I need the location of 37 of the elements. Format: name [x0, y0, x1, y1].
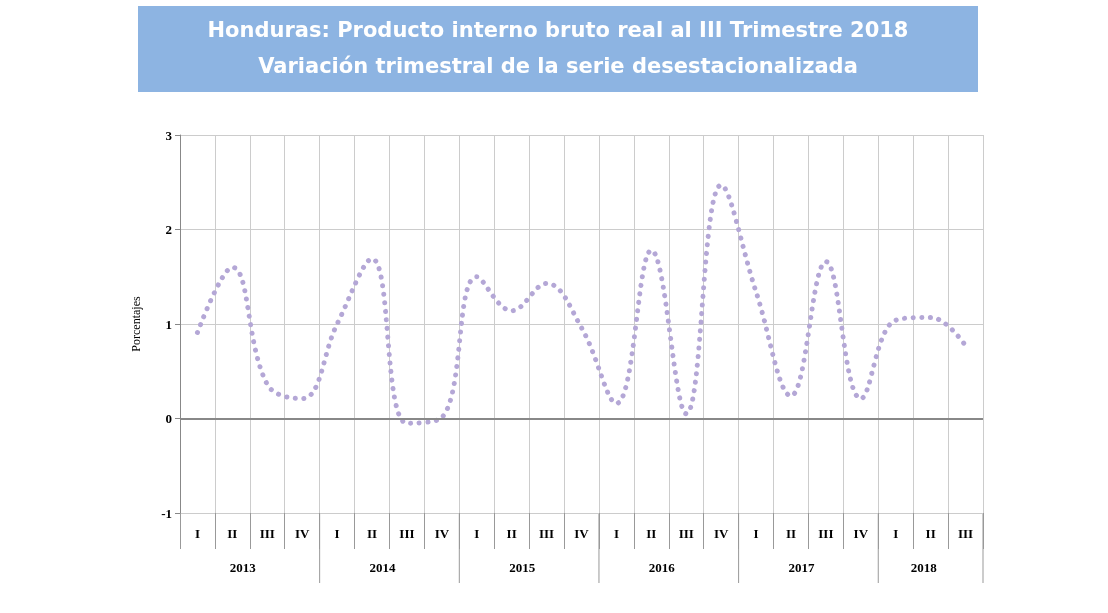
y-tick-label: 0 — [165, 411, 172, 426]
x-tick-label: II — [785, 526, 797, 541]
x-tick-label: II — [925, 526, 936, 541]
x-tick-label: II — [227, 526, 238, 541]
x-tick-label: III — [957, 526, 974, 541]
x-tick-label: I — [194, 526, 200, 541]
text: 2017 — [788, 560, 815, 575]
x-tick-label: III — [399, 526, 415, 541]
text: 2013 — [229, 560, 257, 575]
y-axis-title: Porcentajes — [129, 296, 143, 352]
x-tick-label: IV — [574, 526, 590, 541]
x-tick-label: IV — [713, 526, 729, 541]
text: 2016 — [648, 560, 676, 575]
x-tick-label: I — [753, 526, 759, 541]
y-tick-label: 2 — [165, 222, 172, 237]
x-tick-label: III — [818, 526, 834, 541]
x-tick-label: III — [538, 526, 555, 541]
text: 2018 — [910, 560, 938, 575]
x-tick-label: I — [893, 526, 899, 541]
x-tick-label: I — [474, 526, 480, 541]
x-tick-label: III — [678, 526, 694, 541]
y-tick-label: -1 — [161, 505, 172, 521]
x-tick-label: I — [334, 526, 340, 541]
y-tick-label: 1 — [165, 316, 172, 332]
text: 2014 — [369, 560, 396, 575]
x-tick-label: IV — [434, 526, 450, 541]
x-tick-label: II — [506, 526, 517, 541]
chart-title: Honduras: Producto interno bruto real al III Trimestre 2018 — [206, 17, 910, 44]
y-tick-label: 3 — [165, 127, 173, 143]
text: 2015 — [509, 560, 536, 575]
x-tick-label: III — [259, 526, 275, 541]
x-tick-label: II — [366, 526, 378, 541]
x-tick-label: IV — [853, 526, 869, 541]
x-tick-label: I — [613, 526, 619, 541]
x-tick-label: IV — [294, 526, 311, 541]
x-tick-label: II — [646, 526, 657, 541]
chart-subtitle: Variación trimestral de la serie desestacionalizada — [257, 53, 859, 80]
